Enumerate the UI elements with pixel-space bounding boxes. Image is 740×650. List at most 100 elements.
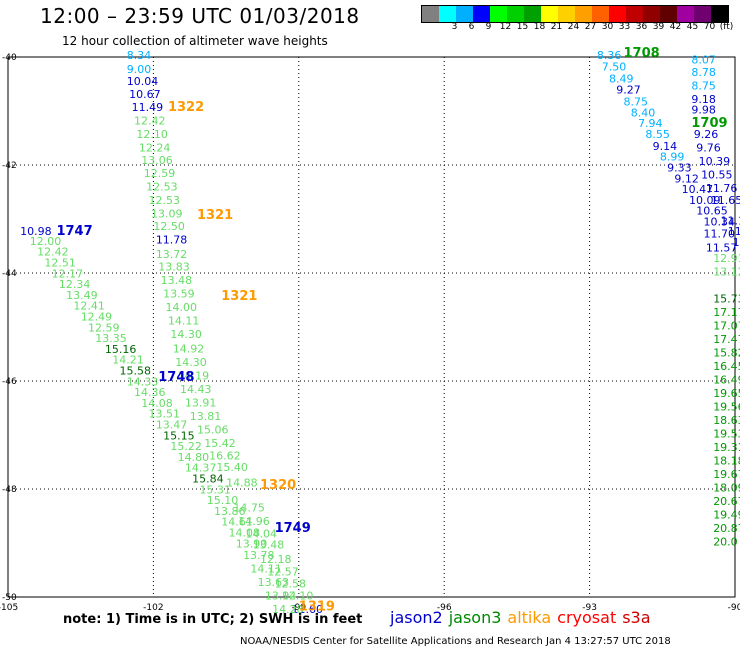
wave-height-label: 9.18 — [691, 93, 716, 106]
wave-height-label: 9.12 — [674, 172, 699, 185]
wave-height-label: 11.8 — [733, 236, 740, 249]
plot-frame — [7, 56, 736, 598]
color-scale-label: 15 — [516, 22, 529, 32]
wave-height-label: 10.09 — [689, 194, 721, 207]
wave-height-label: 9.76 — [696, 142, 721, 155]
wave-height-label: 15.10 — [207, 494, 239, 507]
wave-height-label: 14.00 — [166, 301, 198, 314]
wave-height-label: 9.27 — [616, 84, 641, 97]
wave-height-label: 17.17 — [713, 306, 740, 319]
wave-height-label: 15.15 — [163, 429, 195, 442]
track-time-label: 1749 — [275, 521, 311, 536]
wave-height-label: 14.61 — [221, 516, 253, 529]
wave-height-label: 14.19 — [178, 369, 210, 382]
wave-height-label: 11.72 — [728, 225, 740, 238]
wave-height-label: 9.00 — [127, 63, 152, 76]
wave-height-label: 11.57 — [706, 241, 738, 254]
wave-height-label: 15.06 — [197, 423, 229, 436]
wave-height-label: 13.90 — [236, 537, 268, 550]
color-swatch — [524, 6, 541, 22]
wave-height-label: 13.91 — [185, 396, 217, 409]
lon-tick-label: -102 — [143, 603, 163, 613]
color-swatch — [609, 6, 626, 22]
track-time-label: 1747 — [56, 224, 92, 239]
wave-height-label: 12.17 — [52, 267, 83, 280]
color-scale-label: 21 — [550, 22, 563, 32]
track-time-label: 1748 — [158, 370, 194, 385]
color-swatch — [575, 6, 592, 22]
color-swatch — [490, 6, 507, 22]
wave-height-label: 12.59 — [144, 167, 176, 180]
wave-height-label: 13.09 — [151, 207, 183, 220]
wave-height-label: 15.84 — [192, 473, 224, 486]
wave-height-label: 9.26 — [694, 128, 719, 141]
color-swatch — [541, 6, 558, 22]
wave-height-label: 11.65 — [711, 194, 740, 207]
lon-tick-label: -90 — [728, 603, 740, 613]
satellite-legend: jason2 jason3 altika cryosat s3a — [390, 608, 657, 627]
wave-height-label: 14.92 — [173, 342, 205, 355]
lat-tick-label: -42 — [2, 161, 17, 171]
color-swatch — [626, 6, 643, 22]
color-scale-label: 42 — [669, 22, 682, 32]
wave-height-label: 12.42 — [134, 115, 166, 128]
wave-height-label: 19.56 — [713, 401, 740, 414]
wave-height-label: 19.31 — [713, 441, 740, 454]
lon-tick-label: -96 — [437, 603, 452, 613]
wave-height-label: 17.07 — [713, 320, 740, 333]
wave-height-label: 13.94 — [265, 590, 297, 603]
color-swatch — [660, 6, 677, 22]
color-swatch — [711, 6, 728, 22]
track-time-label: 1319 — [299, 600, 335, 615]
wave-height-label: 12.49 — [81, 311, 113, 324]
wave-height-label: 18.63 — [713, 414, 740, 427]
wave-height-label: 14.75 — [233, 502, 265, 515]
wave-height-label: 14.04 — [245, 528, 277, 541]
track-time-label: 1320 — [260, 478, 296, 493]
color-scale-label: 3 — [451, 22, 458, 32]
color-scale-label: 27 — [584, 22, 597, 32]
track-time-label: 1709 — [691, 116, 727, 131]
wave-height-label: 15.40 — [216, 461, 248, 474]
wave-height-label: 11.49 — [132, 101, 164, 114]
wave-height-label: 14.43 — [180, 383, 212, 396]
wave-height-label: 12.18 — [260, 553, 292, 566]
wave-height-label: 13.81 — [190, 410, 222, 423]
color-swatch — [422, 6, 439, 22]
wave-height-label: 15.22 — [170, 440, 202, 453]
wave-height-label: 7.50 — [602, 61, 627, 74]
wave-height-label: 12.50 — [153, 220, 185, 233]
satellite-altika: altika — [507, 608, 552, 627]
wave-height-label: 13.86 — [214, 505, 246, 518]
wave-height-label: 14.28 — [272, 603, 304, 616]
wave-height-label: 14.08 — [229, 527, 260, 540]
lon-tick-label: -93 — [582, 603, 597, 613]
wave-height-label: 16.49 — [713, 374, 740, 387]
color-scale-label: 12 — [499, 22, 512, 32]
wave-height-label: 18.18 — [713, 455, 740, 468]
wave-height-label: 19.53 — [713, 428, 740, 441]
wave-height-label: 13.63 — [258, 576, 290, 589]
wave-height-label: 8.49 — [609, 72, 634, 85]
track-time-label: 1321 — [197, 208, 233, 223]
page-subtitle: 12 hour collection of altimeter wave hei… — [62, 34, 328, 48]
color-swatch — [592, 6, 609, 22]
wave-height-label: 17.47 — [713, 333, 740, 346]
wave-height-label: 9.33 — [667, 161, 692, 174]
wave-height-label: 13.35 — [95, 332, 127, 345]
wave-height-label: 10.55 — [701, 169, 733, 182]
wave-height-label: 10.67 — [129, 88, 161, 101]
color-scale-label: 18 — [533, 22, 546, 32]
color-scale-label: 33 — [618, 22, 631, 32]
wave-height-label: 13.06 — [141, 154, 173, 167]
color-swatch — [456, 6, 473, 22]
color-scale-label: 36 — [635, 22, 648, 32]
page-title: 12:00 – 23:59 UTC 01/03/2018 — [40, 4, 360, 28]
color-swatch — [473, 6, 490, 22]
color-scale-label: 9 — [485, 22, 492, 32]
color-swatch — [558, 6, 575, 22]
wave-height-label: 15.58 — [119, 365, 150, 378]
wave-height-label: 12.24 — [139, 142, 171, 155]
wave-height-label: 14.36 — [134, 386, 166, 399]
